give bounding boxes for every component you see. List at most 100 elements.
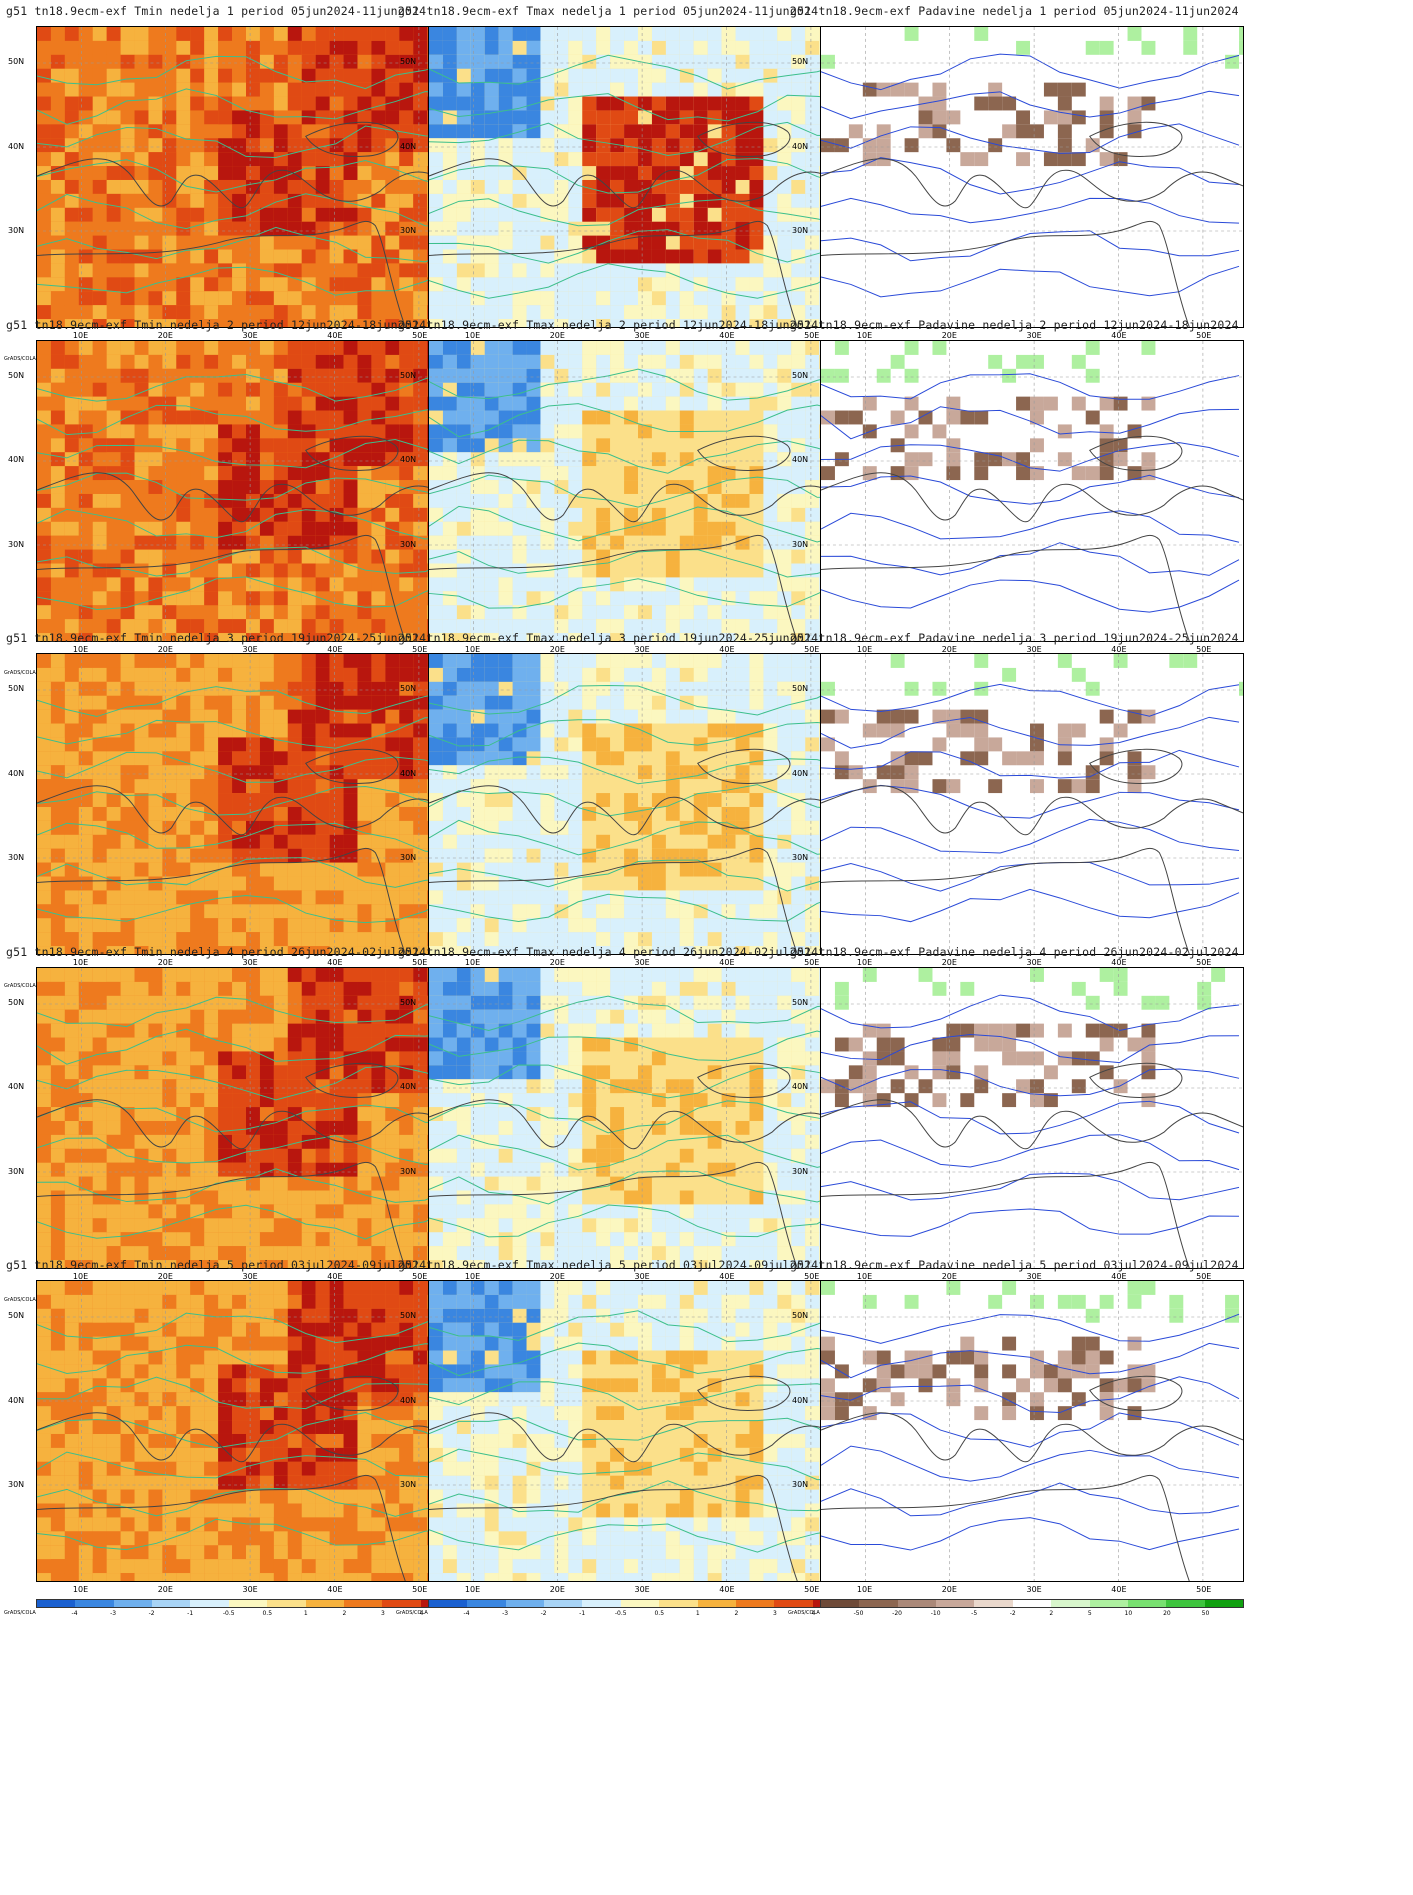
anomaly-cell bbox=[176, 1037, 191, 1051]
anomaly-cell bbox=[1071, 82, 1086, 97]
anomaly-cell bbox=[385, 1078, 400, 1093]
anomaly-cell bbox=[246, 249, 260, 264]
anomaly-cell bbox=[50, 465, 65, 480]
anomaly-cell bbox=[693, 40, 708, 55]
anomaly-cell bbox=[777, 695, 792, 710]
anomaly-cell bbox=[974, 465, 989, 480]
anomaly-cell bbox=[821, 54, 835, 69]
lon-label: 30E bbox=[1026, 644, 1042, 654]
anomaly-cell bbox=[343, 124, 358, 139]
anomaly-cell bbox=[148, 1120, 163, 1135]
anomaly-cell bbox=[693, 876, 708, 891]
anomaly-cell bbox=[162, 590, 177, 605]
anomaly-cell bbox=[232, 249, 247, 264]
anomaly-cell bbox=[357, 479, 372, 494]
anomaly-cell bbox=[315, 249, 330, 264]
anomaly-cell bbox=[246, 667, 260, 682]
anomaly-cell bbox=[232, 368, 247, 383]
anomaly-cell bbox=[78, 410, 93, 424]
anomaly-cell bbox=[343, 1106, 358, 1121]
anomaly-cell bbox=[512, 618, 527, 633]
anomaly-cell bbox=[651, 54, 666, 69]
anomaly-cell bbox=[176, 820, 191, 835]
anomaly-cell bbox=[273, 1176, 288, 1191]
anomaly-cell bbox=[176, 981, 191, 996]
anomaly-cell bbox=[218, 27, 233, 41]
anomaly-cell bbox=[204, 319, 219, 327]
anomaly-cell bbox=[246, 695, 260, 710]
anomaly-cell bbox=[399, 40, 414, 55]
anomaly-cell bbox=[1030, 737, 1044, 752]
anomaly-cell bbox=[777, 723, 792, 738]
anomaly-cell bbox=[1016, 40, 1031, 55]
anomaly-cell bbox=[651, 68, 666, 83]
anomaly-cell bbox=[651, 765, 666, 780]
anomaly-cell bbox=[638, 918, 652, 933]
anomaly-cell bbox=[456, 152, 471, 167]
anomaly-cell bbox=[429, 576, 443, 591]
anomaly-cell bbox=[568, 806, 583, 821]
anomaly-cell bbox=[232, 451, 247, 466]
anomaly-cell bbox=[805, 618, 820, 633]
anomaly-cell bbox=[246, 235, 260, 250]
anomaly-cell bbox=[357, 207, 372, 222]
anomaly-cell bbox=[554, 576, 569, 591]
anomaly-cell bbox=[190, 667, 205, 682]
anomaly-cell bbox=[721, 709, 736, 724]
anomaly-cell bbox=[120, 995, 135, 1010]
anomaly-cell bbox=[357, 723, 372, 738]
anomaly-cell bbox=[679, 507, 694, 522]
anomaly-cell bbox=[148, 535, 163, 550]
anomaly-cell bbox=[343, 576, 358, 591]
anomaly-cell bbox=[92, 382, 107, 397]
anomaly-cell bbox=[64, 1162, 79, 1177]
anomaly-cell bbox=[526, 667, 541, 682]
anomaly-cell bbox=[287, 96, 302, 111]
anomaly-cell bbox=[429, 765, 443, 780]
map-svg bbox=[37, 654, 459, 954]
anomaly-cell bbox=[329, 779, 344, 794]
anomaly-cell bbox=[399, 576, 414, 591]
anomaly-cell bbox=[707, 535, 722, 550]
anomaly-cell bbox=[204, 437, 219, 452]
anomaly-cell bbox=[568, 305, 583, 320]
anomaly-cell bbox=[512, 904, 527, 919]
anomaly-cell bbox=[791, 723, 806, 738]
anomaly-cell bbox=[638, 695, 652, 710]
contour-line bbox=[821, 372, 1240, 400]
lon-label: 50E bbox=[412, 331, 428, 340]
anomaly-cell bbox=[301, 1064, 316, 1079]
anomaly-cell bbox=[456, 667, 471, 682]
anomaly-cell bbox=[568, 779, 583, 794]
anomaly-cell bbox=[176, 793, 191, 807]
anomaly-cell bbox=[148, 423, 163, 438]
anomaly-cell bbox=[638, 765, 652, 780]
anomaly-cell bbox=[413, 277, 428, 292]
anomaly-cell bbox=[651, 235, 666, 250]
anomaly-cell bbox=[273, 723, 288, 738]
anomaly-cell bbox=[357, 437, 372, 452]
anomaly-cell bbox=[106, 110, 121, 125]
anomaly-cell bbox=[651, 437, 666, 452]
anomaly-cell bbox=[442, 291, 457, 306]
anomaly-cell bbox=[273, 368, 288, 383]
anomaly-cell bbox=[162, 904, 177, 919]
anomaly-cell bbox=[176, 221, 191, 236]
anomaly-cell bbox=[162, 54, 177, 69]
anomaly-cell bbox=[190, 96, 205, 111]
anomaly-cell bbox=[176, 576, 191, 591]
anomaly-cell bbox=[498, 354, 513, 369]
anomaly-cell bbox=[498, 423, 513, 438]
anomaly-cell bbox=[413, 382, 428, 397]
contour-line bbox=[429, 263, 848, 299]
anomaly-cell bbox=[679, 848, 694, 863]
lat-label: 30N bbox=[792, 226, 809, 236]
anomaly-cell bbox=[64, 779, 79, 794]
anomaly-cell bbox=[343, 1037, 358, 1051]
anomaly-cell bbox=[120, 152, 135, 167]
anomaly-cell bbox=[92, 535, 107, 550]
anomaly-cell bbox=[777, 932, 792, 947]
anomaly-cell bbox=[470, 654, 485, 668]
anomaly-cell bbox=[204, 1064, 219, 1079]
anomaly-cell bbox=[190, 27, 205, 41]
